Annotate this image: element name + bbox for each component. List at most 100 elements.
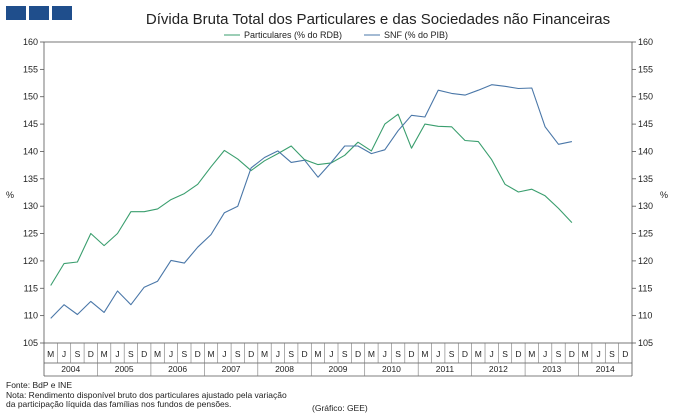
source-note: Fonte: BdP e INE bbox=[6, 380, 72, 390]
y-axis-label-right: % bbox=[660, 190, 668, 200]
x-tick-label-quarter: M bbox=[368, 349, 375, 359]
x-tick-label-year: 2011 bbox=[436, 364, 455, 374]
x-tick-label-quarter: D bbox=[141, 349, 147, 359]
brand-logo bbox=[6, 6, 72, 20]
y-tick-label-left: 110 bbox=[24, 311, 38, 321]
plot-area-frame bbox=[43, 41, 633, 344]
x-tick-label-quarter: S bbox=[449, 349, 455, 359]
x-tick-label-quarter: D bbox=[355, 349, 361, 359]
x-tick-label-year: 2005 bbox=[115, 364, 134, 374]
y-tick-label-right: 160 bbox=[638, 37, 653, 47]
x-tick-label-quarter: D bbox=[569, 349, 575, 359]
x-tick-label-quarter: D bbox=[88, 349, 94, 359]
x-tick-label-quarter: M bbox=[261, 349, 268, 359]
x-tick-label-quarter: S bbox=[235, 349, 241, 359]
x-tick-label-quarter: J bbox=[62, 349, 66, 359]
x-tick-label-quarter: D bbox=[515, 349, 521, 359]
y-tick-label-left: 160 bbox=[23, 37, 38, 47]
y-tick-label-right: 135 bbox=[638, 174, 653, 184]
chart-series bbox=[50, 84, 573, 319]
x-tick-label-year: 2014 bbox=[596, 364, 615, 374]
y-tick-label-right: 155 bbox=[638, 64, 653, 74]
x-tick-label-quarter: D bbox=[622, 349, 628, 359]
x-tick-label-quarter: J bbox=[436, 349, 440, 359]
brand-squares-icon bbox=[6, 6, 26, 20]
methodology-note-line2: da participação líquida das famílias nos… bbox=[6, 399, 232, 409]
x-tick-label-quarter: M bbox=[101, 349, 108, 359]
x-tick-label-quarter: S bbox=[556, 349, 562, 359]
y-tick-label-left: 125 bbox=[23, 229, 38, 239]
x-tick-label-quarter: J bbox=[115, 349, 119, 359]
y-tick-label-right: 115 bbox=[638, 283, 652, 293]
methodology-note-line1: Nota: Rendimento disponível bruto dos pa… bbox=[6, 389, 287, 400]
y-tick-label-right: 125 bbox=[638, 229, 653, 239]
y-tick-label-left: 115 bbox=[24, 283, 38, 293]
x-tick-label-quarter: J bbox=[543, 349, 547, 359]
x-tick-label-quarter: S bbox=[181, 349, 187, 359]
x-tick-label-year: 2012 bbox=[489, 364, 508, 374]
y-tick-label-right: 120 bbox=[638, 256, 653, 266]
x-tick-label-year: 2010 bbox=[382, 364, 401, 374]
brand-squares-icon bbox=[52, 6, 72, 20]
x-tick-label-quarter: D bbox=[302, 349, 308, 359]
y-tick-label-left: 120 bbox=[23, 256, 38, 266]
x-tick-label-quarter: J bbox=[596, 349, 600, 359]
y-tick-label-left: 105 bbox=[23, 338, 38, 348]
brand-squares-icon bbox=[29, 6, 49, 20]
x-tick-label-quarter: M bbox=[207, 349, 214, 359]
chart-legend: Particulares (% do RDB) SNF (% do PIB) bbox=[224, 30, 448, 40]
x-tick-label-quarter: J bbox=[383, 349, 387, 359]
y-tick-label-left: 150 bbox=[23, 92, 38, 102]
x-tick-label-quarter: M bbox=[475, 349, 482, 359]
x-tick-label-quarter: J bbox=[490, 349, 494, 359]
debt-line-chart: Dívida Bruta Total dos Particulares e da… bbox=[6, 11, 668, 377]
x-tick-label-quarter: S bbox=[75, 349, 81, 359]
y-axis-label-left: % bbox=[6, 190, 14, 200]
x-tick-label-year: 2004 bbox=[61, 364, 80, 374]
x-tick-label-quarter: S bbox=[609, 349, 615, 359]
y-tick-label-left: 130 bbox=[23, 201, 38, 211]
y-tick-label-right: 140 bbox=[638, 146, 653, 156]
x-tick-label-quarter: S bbox=[128, 349, 134, 359]
x-tick-label-quarter: J bbox=[169, 349, 173, 359]
x-tick-label-quarter: D bbox=[462, 349, 468, 359]
legend-label-snf: SNF (% do PIB) bbox=[384, 30, 448, 40]
x-tick-label-quarter: D bbox=[248, 349, 254, 359]
y-tick-label-left: 145 bbox=[23, 119, 38, 129]
chart-credit: (Gráfico: GEE) bbox=[312, 403, 368, 413]
chart-axes: 105 105 110 110 115 115 120 120 125 125 130 130 135 1… bbox=[23, 37, 653, 348]
x-tick-label-quarter: J bbox=[329, 349, 333, 359]
y-tick-label-right: 110 bbox=[638, 311, 652, 321]
series-line-particulares bbox=[50, 113, 573, 286]
y-tick-label-right: 150 bbox=[638, 92, 653, 102]
x-tick-label-quarter: M bbox=[582, 349, 589, 359]
legend-label-particulares: Particulares (% do RDB) bbox=[244, 30, 342, 40]
y-tick-label-left: 135 bbox=[23, 174, 38, 184]
x-tick-label-year: 2007 bbox=[222, 364, 241, 374]
x-tick-label-year: 2008 bbox=[275, 364, 294, 374]
x-tick-label-quarter: M bbox=[528, 349, 535, 359]
x-tick-label-quarter: J bbox=[276, 349, 280, 359]
y-tick-label-left: 155 bbox=[23, 64, 38, 74]
y-tick-label-right: 145 bbox=[638, 119, 653, 129]
y-tick-label-right: 105 bbox=[638, 338, 653, 348]
y-tick-label-right: 130 bbox=[638, 201, 653, 211]
x-tick-label-year: 2009 bbox=[329, 364, 348, 374]
x-tick-label-quarter: S bbox=[288, 349, 294, 359]
y-tick-label-left: 140 bbox=[23, 146, 38, 156]
x-tick-label-quarter: J bbox=[222, 349, 226, 359]
x-tick-label-quarter: M bbox=[314, 349, 321, 359]
x-tick-label-quarter: S bbox=[395, 349, 401, 359]
x-tick-label-quarter: S bbox=[502, 349, 508, 359]
x-tick-label-quarter: M bbox=[421, 349, 428, 359]
x-tick-label-year: 2013 bbox=[542, 364, 561, 374]
chart-title: Dívida Bruta Total dos Particulares e da… bbox=[146, 11, 610, 28]
x-tick-label-quarter: M bbox=[47, 349, 54, 359]
series-line-snf bbox=[50, 84, 573, 319]
x-tick-label-year: 2006 bbox=[168, 364, 187, 374]
chart-footer: Fonte: BdP e INE Nota: Rendimento dispon… bbox=[6, 380, 287, 410]
x-tick-label-quarter: M bbox=[154, 349, 161, 359]
x-tick-label-quarter: D bbox=[195, 349, 201, 359]
x-tick-label-quarter: D bbox=[408, 349, 414, 359]
